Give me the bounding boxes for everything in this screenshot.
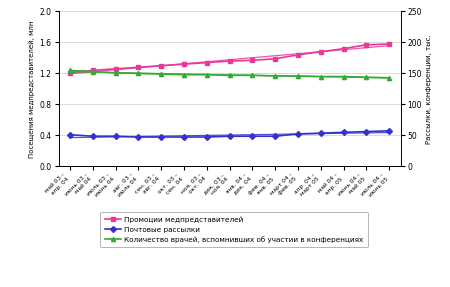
Legend: Промоции медпредставителей, Почтовые рассылки, Количество врачей, вспомнивших об: Промоции медпредставителей, Почтовые рас… (100, 212, 368, 247)
Y-axis label: Посещения медпредставителей, млн: Посещения медпредставителей, млн (29, 20, 35, 158)
Y-axis label: Рассылки, конференции, тыс.: Рассылки, конференции, тыс. (426, 34, 432, 144)
